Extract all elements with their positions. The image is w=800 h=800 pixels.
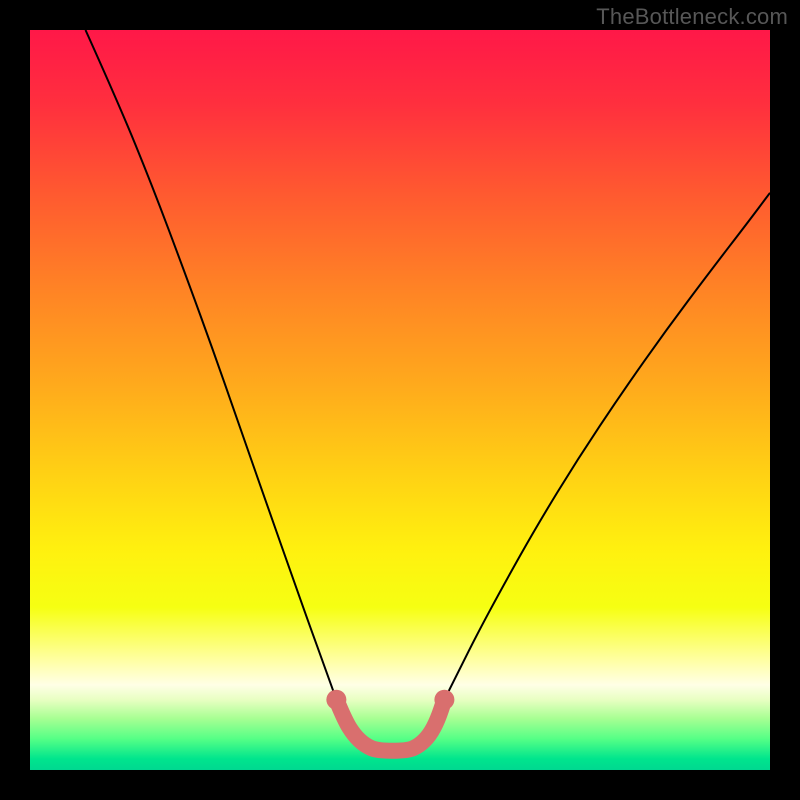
bottleneck-chart xyxy=(0,0,800,800)
plot-background xyxy=(30,30,770,770)
watermark-text: TheBottleneck.com xyxy=(596,4,788,30)
chart-container: TheBottleneck.com xyxy=(0,0,800,800)
